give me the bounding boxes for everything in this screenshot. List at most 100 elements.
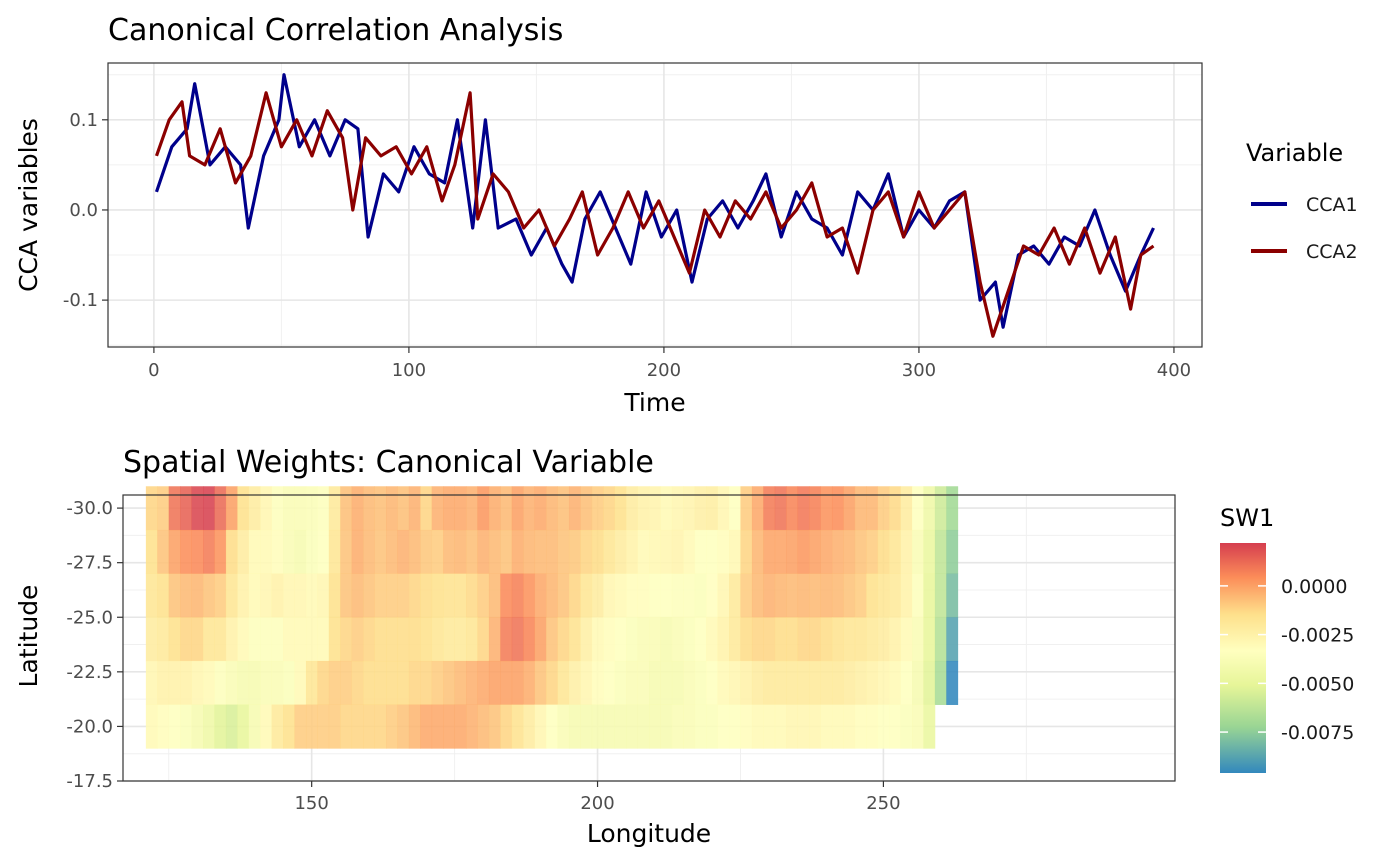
heatmap-cell [180, 660, 192, 705]
heatmap-cell [820, 617, 833, 662]
heatmap-cell [923, 573, 936, 618]
line-chart-title: Canonical Correlation Analysis [108, 13, 563, 48]
heatmap-cell [660, 573, 673, 618]
heatmap-cell [831, 486, 844, 531]
heatmap-x-ticks: 150 200 250 [294, 781, 901, 814]
heatmap-cell [649, 486, 661, 531]
heatmap-cell [717, 486, 730, 531]
heatmap-cell [248, 660, 261, 705]
heatmap-cell [557, 704, 570, 749]
heatmap-cell [180, 573, 192, 618]
heatmap-cell [305, 660, 318, 705]
heatmap-cell [214, 573, 227, 618]
heatmap-cell [511, 660, 524, 705]
heatmap-cell [225, 573, 238, 618]
heatmap-cell [797, 529, 810, 574]
heatmap-cell [363, 617, 375, 662]
heatmap-cell [237, 617, 250, 662]
heatmap-cell [363, 660, 375, 705]
x-tick-label: 250 [866, 793, 900, 814]
heatmap-cell [877, 486, 890, 531]
heatmap-cell [305, 704, 318, 749]
heatmap-cell [831, 704, 844, 749]
heatmap-cell [912, 573, 924, 618]
heatmap-cell [351, 660, 364, 705]
heatmap-cell [168, 704, 181, 749]
heatmap-cell [557, 617, 570, 662]
heatmap-cell [568, 573, 581, 618]
heatmap-cell [260, 660, 273, 705]
heatmap-cell [397, 660, 410, 705]
heatmap-cell [763, 617, 776, 662]
heatmap-cell [214, 660, 227, 705]
heatmap-cell [180, 529, 192, 574]
heatmap-cell [866, 573, 879, 618]
heatmap-cell [877, 573, 890, 618]
heatmap-cell [374, 486, 387, 531]
heatmap-cell [580, 660, 593, 705]
heatmap-cell [248, 486, 261, 531]
heatmap-cell [271, 704, 284, 749]
heatmap-cell [763, 573, 776, 618]
heatmap-cell [203, 660, 215, 705]
heatmap-cell [912, 617, 924, 662]
heatmap-cell [191, 617, 204, 662]
heatmap-cell [294, 660, 307, 705]
heatmap-cell [374, 573, 387, 618]
heatmap-cell [854, 660, 867, 705]
heatmap-cell [157, 617, 170, 662]
heatmap-cell [660, 660, 673, 705]
series-line-cca2 [154, 91, 1155, 338]
heatmap-cell [649, 660, 661, 705]
heatmap-cell [180, 704, 192, 749]
heatmap-cell [203, 529, 215, 574]
heatmap-cell [591, 529, 604, 574]
legend-label-cca2: CCA2 [1306, 241, 1358, 263]
heatmap-cell [843, 573, 856, 618]
heatmap-cell [706, 529, 718, 574]
heatmap-cell [694, 617, 707, 662]
heatmap-cell [706, 704, 718, 749]
heatmap-cell [854, 617, 867, 662]
heatmap-cell [237, 660, 250, 705]
heatmap-cell [443, 660, 455, 705]
heatmap-cell [889, 704, 901, 749]
heatmap-cell [283, 529, 295, 574]
heatmap-cell [488, 573, 501, 618]
heatmap-cell [671, 529, 684, 574]
heatmap-cell [237, 573, 250, 618]
heatmap-cell [328, 529, 341, 574]
heatmap-cell [488, 529, 501, 574]
heatmap-cell [431, 529, 444, 574]
heatmap-cell [397, 573, 410, 618]
heatmap-cell [225, 704, 238, 749]
heatmap-cell [454, 660, 467, 705]
heatmap-cell [671, 660, 684, 705]
y-tick-label: -30.0 [66, 498, 113, 519]
heatmap-cell [660, 704, 673, 749]
y-tick-label: 0.1 [69, 110, 98, 131]
heatmap-cell [729, 704, 741, 749]
heatmap-cell [946, 486, 959, 531]
heatmap-cell [363, 529, 375, 574]
heatmap-cell [248, 573, 261, 618]
heatmap-cell [363, 573, 375, 618]
heatmap-cell [649, 704, 661, 749]
heatmap-cell [877, 704, 890, 749]
heatmap-cell [500, 704, 513, 749]
heatmap-cell [751, 617, 764, 662]
heatmap-cell [854, 573, 867, 618]
line-chart: Canonical Correlation Analysis 0 100 200 30… [14, 13, 1358, 417]
heatmap-chart: Spatial Weights: Canonical Variable 150 2… [14, 445, 1354, 848]
heatmap-cell [751, 486, 764, 531]
heatmap-cell [843, 660, 856, 705]
heatmap-cell [168, 660, 181, 705]
heatmap-cell [717, 704, 730, 749]
y-tick-label: -25.0 [66, 607, 113, 628]
heatmap-cell [248, 529, 261, 574]
heatmap-cell [774, 704, 787, 749]
heatmap-cell [831, 529, 844, 574]
heatmap-cell [626, 486, 638, 531]
heatmap-cell [934, 617, 947, 662]
heatmap-cell [271, 573, 284, 618]
